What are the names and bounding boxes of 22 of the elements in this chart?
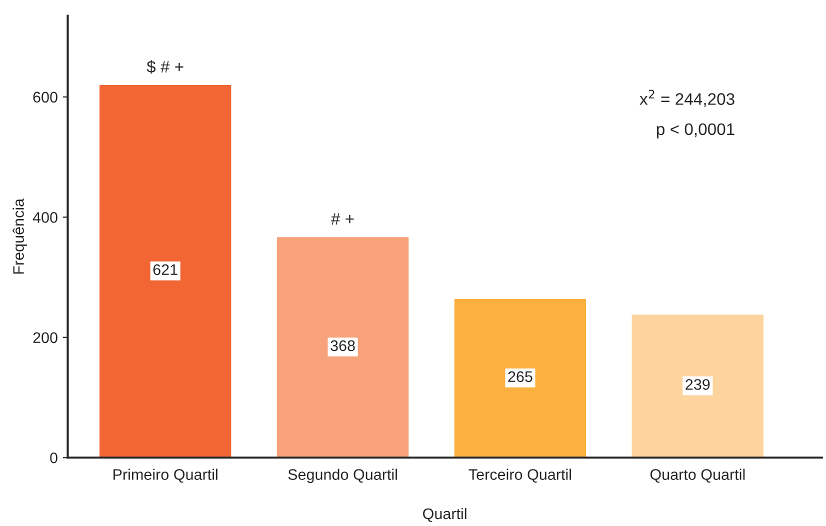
x-axis-title: Quartil <box>423 508 466 522</box>
y-axis-title: Frequência <box>12 198 27 274</box>
x-tick-label: Primeiro Quartil <box>114 468 218 483</box>
bar <box>276 236 410 458</box>
data-label: 621 <box>153 264 178 276</box>
annotation: x$^{2}$ = 244,203 <box>640 90 734 107</box>
y-tick-label: 600 <box>33 92 58 103</box>
y-tick-label: 400 <box>32 212 58 223</box>
x-tick-label: Quarto Quartil <box>650 468 745 483</box>
x-tick-label: Terceiro Quartil <box>468 468 571 483</box>
data-label: 265 <box>508 371 532 382</box>
bar <box>630 313 765 458</box>
bar <box>452 298 588 458</box>
data-label: 368 <box>330 340 355 352</box>
y-tick-label: 0 <box>50 452 58 464</box>
y-tick-label: 200 <box>33 332 58 344</box>
annotation: $ # + <box>146 60 184 74</box>
x-tick-label: Segundo Quartil <box>288 468 397 483</box>
annotation: # + <box>331 213 354 225</box>
annotation: p < 0,0001 <box>656 123 734 138</box>
data-label: 239 <box>686 379 710 390</box>
bar <box>98 84 233 458</box>
